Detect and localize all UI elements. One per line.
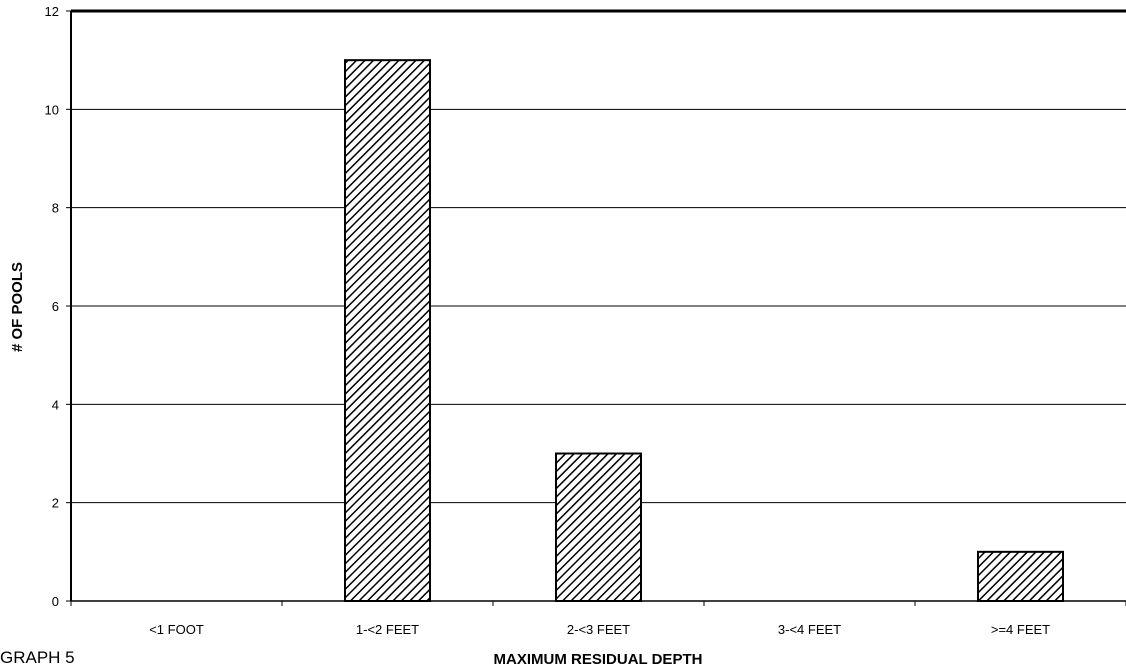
x-category-label: 1-<2 FEET: [356, 622, 419, 637]
y-tick-label: 4: [52, 397, 59, 412]
x-category-label: <1 FOOT: [149, 622, 204, 637]
y-tick-label: 8: [52, 201, 59, 216]
graph-caption: GRAPH 5: [0, 648, 75, 667]
bars: [344, 59, 1064, 602]
tick-labels: 0 2 4 6 8 10 12 <1 FOOT 1-<2 FEET 2-<3 FEET 3-<4 F…: [45, 4, 1051, 637]
y-tick-label: 2: [52, 496, 59, 511]
x-category-label: 2-<3 FEET: [567, 622, 630, 637]
y-tick-label: 0: [52, 594, 59, 609]
axes: [66, 9, 1126, 606]
y-tick-label: 12: [45, 4, 59, 19]
x-category-label: >=4 FEET: [991, 622, 1050, 637]
bar: [555, 452, 642, 602]
bar: [977, 550, 1064, 602]
gridlines: [71, 10, 1126, 504]
x-category-label: 3-<4 FEET: [778, 622, 841, 637]
x-axis-title: MAXIMUM RESIDUAL DEPTH: [494, 651, 703, 668]
y-tick-label: 6: [52, 299, 59, 314]
y-tick-label: 10: [45, 102, 59, 117]
y-axis-title: # OF POOLS: [9, 262, 26, 352]
bar: [344, 59, 431, 602]
